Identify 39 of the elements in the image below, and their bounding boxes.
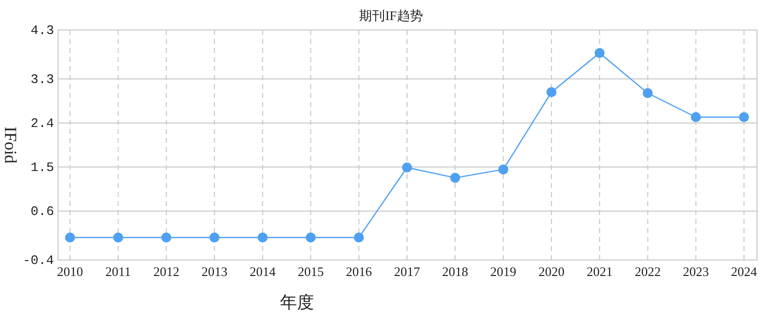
x-tick-label: 2021 — [586, 264, 613, 279]
y-tick-label: 4.3 — [30, 23, 54, 38]
x-tick-label: 2013 — [201, 264, 228, 279]
x-tick-label: 2014 — [250, 264, 276, 279]
point — [209, 232, 220, 242]
y-tick-label: 0.6 — [30, 204, 54, 220]
y-tick-label: -0.4 — [22, 253, 54, 268]
point — [258, 232, 268, 242]
y-tick-label: 2.4 — [30, 116, 54, 131]
point — [354, 232, 364, 242]
chart-title: 期刊IF趋势 — [359, 8, 423, 23]
x-tick-label: 2020 — [538, 264, 564, 279]
x-tick-label: 2015 — [298, 264, 324, 279]
x-tick-label: 2019 — [490, 264, 516, 279]
point — [113, 232, 124, 242]
point — [690, 112, 701, 122]
point — [594, 48, 605, 58]
x-tick-label: 2023 — [682, 264, 709, 279]
point — [546, 87, 556, 98]
x-axis-title: 年度 — [280, 293, 314, 312]
x-tick-label: 2016 — [346, 264, 372, 279]
point — [498, 164, 508, 174]
x-tick-label: 2017 — [394, 264, 421, 279]
point — [65, 232, 76, 242]
x-tick-label: 2012 — [153, 264, 180, 279]
point — [402, 162, 412, 173]
y-tick-label: 1.5 — [30, 160, 54, 176]
y-axis-title: IFoid — [1, 126, 20, 164]
x-tick-label: 2018 — [442, 264, 468, 279]
x-tick-label: 2024 — [731, 264, 758, 279]
point — [739, 112, 749, 122]
point — [161, 232, 172, 242]
point — [306, 232, 316, 242]
point — [450, 172, 460, 183]
point — [642, 88, 653, 98]
x-tick-label: 2010 — [57, 264, 84, 279]
y-tick-label: 3.3 — [30, 72, 54, 87]
x-tick-label: 2011 — [105, 264, 131, 279]
x-tick-label: 2022 — [634, 264, 661, 279]
